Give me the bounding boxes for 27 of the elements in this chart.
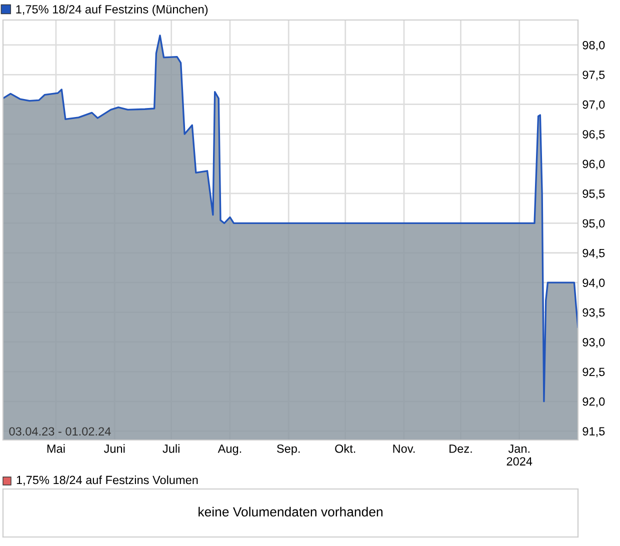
y-tick-label: 92,0 [582,397,605,408]
y-tick-label: 96,0 [582,160,605,170]
y-tick-label: 96,5 [582,130,605,140]
y-tick-label: 97,0 [582,100,605,110]
x-tick-label: Sep. [277,444,300,456]
y-tick-label: 94,5 [582,248,605,259]
x-tick-label: Okt. [335,444,356,453]
y-tick-label: 97,5 [582,70,605,80]
x-tick-label: Juli [162,444,180,453]
y-tick-label: 98,0 [582,40,605,51]
x-tick-label: Aug. [218,444,242,456]
x-tick-label: Juni [104,444,125,453]
x-tick-label: Nov. [393,444,415,453]
text: keine Volumendaten vorhanden [198,506,382,517]
y-tick-label: 94,0 [582,278,605,288]
y-tick-label: 93,0 [582,338,605,348]
annotation: 03.04.23 - 01.02.24 [9,427,111,436]
y-tick-label: 93,5 [582,308,605,318]
y-tick-label: 92,5 [582,368,605,378]
legend-label: 1,75% 18/24 auf Festzins (München) [16,4,208,16]
x-tick-label: Mai [47,444,65,453]
y-tick-label: 95,5 [582,190,605,200]
x-tick-label: Dez. [450,444,472,453]
text: 1,75% 18/24 auf Festzins Volumen [16,475,198,486]
y-tick-label: 91,5 [582,427,605,437]
y-tick-label: 95,0 [582,219,605,229]
x-tick-label: Jan. 2024 [506,444,532,466]
